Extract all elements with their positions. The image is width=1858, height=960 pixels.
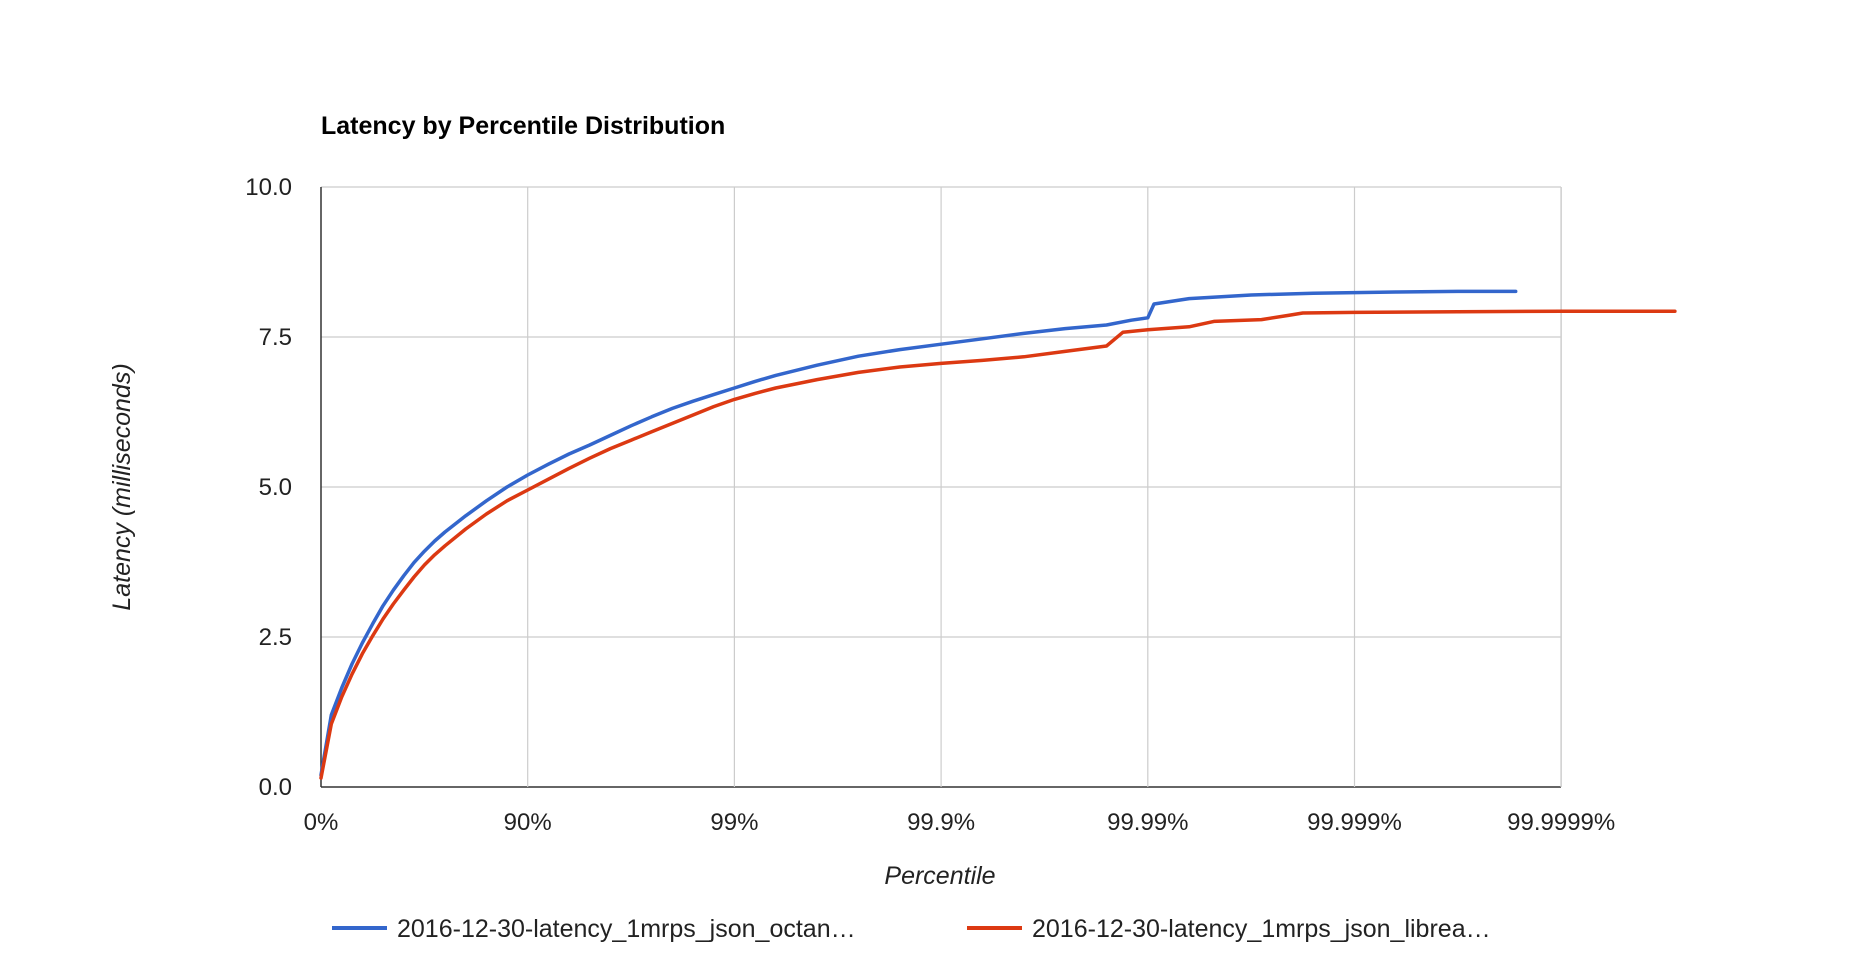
chart-title: Latency by Percentile Distribution xyxy=(321,112,725,140)
x-axis-ticks: 0% 90% 99% 99.9% 99.99% 99.999% 99.9999% xyxy=(304,809,1616,836)
legend-label: 2016-12-30-latency_1mrps_json_octan… xyxy=(397,915,856,943)
x-tick-label: 99.999% xyxy=(1307,809,1402,836)
series-line-2 xyxy=(319,309,1677,780)
x-tick-label: 99% xyxy=(710,809,758,836)
series-lines xyxy=(319,289,1677,780)
x-tick-label: 99.99% xyxy=(1107,809,1188,836)
x-axis-label: Percentile xyxy=(884,862,995,890)
y-tick-label: 0.0 xyxy=(259,774,292,801)
x-tick-label: 90% xyxy=(504,809,552,836)
y-tick-label: 2.5 xyxy=(259,624,292,651)
x-tick-label: 0% xyxy=(304,809,339,836)
y-tick-label: 10.0 xyxy=(245,174,292,201)
legend-label: 2016-12-30-latency_1mrps_json_librea… xyxy=(1032,915,1491,943)
y-tick-label: 7.5 xyxy=(259,324,292,351)
series-line-1 xyxy=(319,289,1518,777)
x-tick-label: 99.9% xyxy=(907,809,975,836)
y-axis-ticks: 0.0 2.5 5.0 7.5 10.0 xyxy=(245,174,292,801)
y-tick-label: 5.0 xyxy=(259,474,292,501)
x-tick-label: 99.9999% xyxy=(1507,809,1615,836)
y-axis-label: Latency (milliseconds) xyxy=(108,363,136,610)
chart-grid xyxy=(320,186,1562,788)
chart-legend: 2016-12-30-latency_1mrps_json_octan… 2016… xyxy=(332,915,1491,943)
